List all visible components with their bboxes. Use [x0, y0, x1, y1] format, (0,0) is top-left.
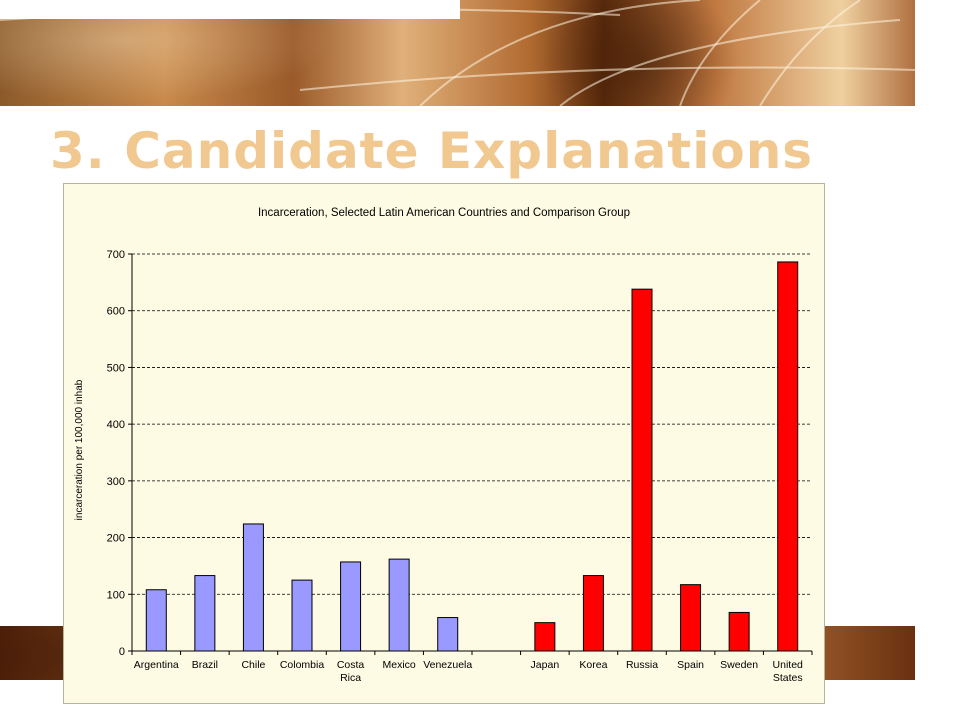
y-tick-label: 300 — [107, 476, 125, 488]
y-tick-label: 200 — [107, 533, 125, 545]
x-tick-label: Costa Rica — [337, 659, 365, 684]
bar-chart: Incarceration, Selected Latin American C… — [74, 207, 813, 684]
y-tick-label: 400 — [107, 419, 125, 431]
y-tick-labels: 0 100 200 300 400 500 600 700 — [107, 249, 125, 658]
bar-argentina — [145, 589, 167, 652]
bar-brazil — [194, 575, 216, 652]
y-axis-label: incarceration per 100,000 inhab — [74, 379, 85, 520]
x-tick-label: Japan — [531, 659, 560, 671]
x-tick-label: Sweden — [720, 659, 758, 671]
y-tick-label: 0 — [119, 646, 125, 658]
x-tick-label: Colombia — [280, 659, 325, 671]
y-tick-label: 100 — [107, 589, 125, 601]
x-tick-label: Argentina — [134, 659, 179, 671]
y-tick-label: 700 — [107, 249, 125, 261]
chart-panel: Incarceration, Selected Latin American C… — [63, 183, 825, 704]
bar-spain — [680, 584, 702, 652]
x-tick-labels: Argentina Brazil Chile Colombia Costa Rica Mex… — [134, 659, 803, 684]
bar-chile — [242, 523, 264, 652]
bar-costa-rica — [340, 561, 362, 652]
y-tick-label: 500 — [107, 362, 125, 374]
bar-united-states — [777, 261, 799, 652]
axes — [131, 254, 813, 655]
bar-korea — [582, 575, 604, 652]
x-tick-label: United States — [773, 659, 804, 684]
bars — [145, 261, 799, 652]
x-tick-label: Russia — [626, 659, 658, 671]
x-tick-label: Venezuela — [423, 659, 472, 671]
chart-title: Incarceration, Selected Latin American C… — [258, 207, 630, 219]
x-tick-label: Brazil — [192, 659, 218, 671]
bar-mexico — [388, 558, 410, 652]
bar-venezuela — [437, 617, 459, 652]
x-tick-label: Chile — [241, 659, 265, 671]
bar-colombia — [291, 579, 313, 652]
right-white-margin — [915, 0, 960, 720]
x-tick-label: Korea — [579, 659, 607, 671]
y-tick-label: 600 — [107, 306, 125, 318]
slide-title: 3. Candidate Explanations — [50, 122, 814, 180]
gridlines — [128, 253, 812, 652]
bar-sweden — [728, 611, 750, 652]
x-tick-label: Mexico — [383, 659, 416, 671]
top-white-strip — [0, 0, 460, 19]
bar-japan — [534, 622, 556, 652]
bar-russia — [631, 288, 653, 652]
x-tick-label: Spain — [677, 659, 704, 671]
